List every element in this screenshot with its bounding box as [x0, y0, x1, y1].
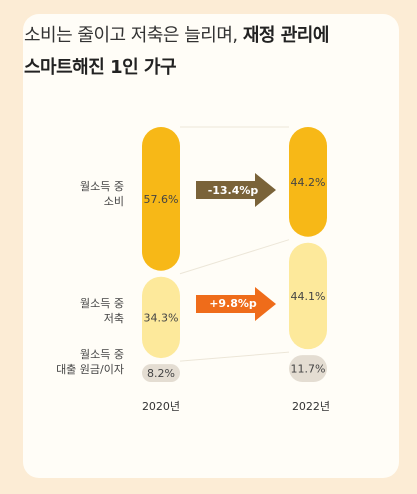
bar-segment-2-second: [289, 242, 327, 350]
data-label-2-first: 34.3%: [144, 311, 179, 324]
change-label-consumption: -13.4%p: [207, 184, 259, 197]
row-label-loan: 월소득 중 대출 원금/이자: [22, 347, 124, 377]
chart-card: [23, 14, 399, 478]
bar-segment-1-first: [142, 127, 180, 271]
data-label-1-first: 57.6%: [144, 193, 179, 206]
bar-segment-3-second: [289, 355, 327, 382]
connector-line-2: [179, 351, 290, 362]
title-line1-normal: 소비는 줄이고 저축은 늘리며,: [24, 25, 243, 46]
row-label-consumption-line2: 소비: [103, 195, 124, 208]
row-label-consumption: 월소득 중 소비: [32, 179, 124, 209]
title-line2: 스마트해진 1인 가구: [24, 57, 177, 78]
row-label-savings: 월소득 중 저축: [32, 296, 124, 326]
bar-segment-2-first: [142, 276, 180, 359]
row-label-consumption-line1: 월소득 중: [80, 180, 124, 193]
row-label-savings-line2: 저축: [103, 312, 124, 325]
change-label-savings: +9.8%p: [209, 297, 257, 310]
row-label-savings-line1: 월소득 중: [80, 297, 124, 310]
chart-title: 소비는 줄이고 저축은 늘리며, 재정 관리에 스마트해진 1인 가구: [24, 20, 329, 84]
bar-segment-3-first: [142, 364, 180, 382]
bar-segment-1-second: [289, 127, 327, 237]
row-label-loan-line1: 월소득 중: [80, 348, 124, 361]
change-arrow-2: [196, 287, 276, 321]
change-arrow-1: [196, 173, 276, 207]
title-line1-bold: 재정 관리에: [242, 25, 330, 46]
data-label-2-second: 44.1%: [291, 290, 326, 303]
data-label-1-second: 44.2%: [291, 176, 326, 189]
data-label-3-second: 11.7%: [291, 363, 326, 376]
year-label-2022: 2022년: [291, 400, 331, 413]
year-label-2020: 2020년: [141, 400, 181, 413]
connector-line-1: [179, 239, 290, 275]
data-label-3-first: 8.2%: [147, 367, 175, 380]
row-label-loan-line2: 대출 원금/이자: [56, 363, 124, 376]
